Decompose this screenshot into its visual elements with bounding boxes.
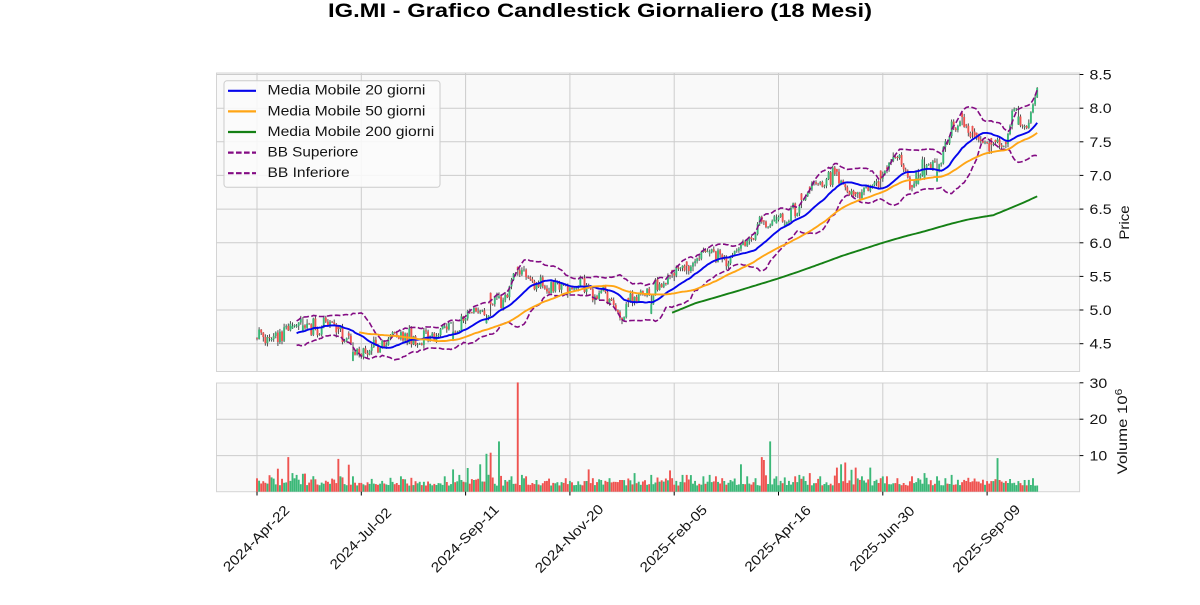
svg-text:6.5: 6.5 — [1090, 201, 1112, 217]
svg-text:10: 10 — [1090, 448, 1108, 464]
svg-text:Media Mobile 200 giorni: Media Mobile 200 giorni — [268, 123, 435, 139]
svg-text:5.0: 5.0 — [1090, 302, 1112, 318]
svg-text:IG.MI - Grafico Candlestick Gi: IG.MI - Grafico Candlestick Giornaliero … — [328, 0, 872, 22]
svg-text:5.5: 5.5 — [1090, 268, 1112, 284]
svg-text:6.0: 6.0 — [1090, 235, 1112, 251]
svg-text:30: 30 — [1090, 375, 1108, 391]
svg-text:20: 20 — [1090, 411, 1108, 427]
svg-text:4.5: 4.5 — [1090, 336, 1112, 352]
svg-text:Media Mobile 50 giorni: Media Mobile 50 giorni — [268, 102, 426, 118]
svg-text:BB Inferiore: BB Inferiore — [268, 164, 350, 180]
svg-text:Price: Price — [1116, 205, 1132, 239]
svg-text:8.5: 8.5 — [1090, 67, 1112, 83]
svg-text:BB Superiore: BB Superiore — [268, 144, 359, 160]
svg-text:8.0: 8.0 — [1090, 100, 1112, 116]
svg-text:7.5: 7.5 — [1090, 134, 1112, 150]
svg-text:7.0: 7.0 — [1090, 167, 1112, 183]
svg-text:Media Mobile 20 giorni: Media Mobile 20 giorni — [268, 82, 426, 98]
svg-text:Volume 106: Volume 106 — [1114, 388, 1130, 474]
